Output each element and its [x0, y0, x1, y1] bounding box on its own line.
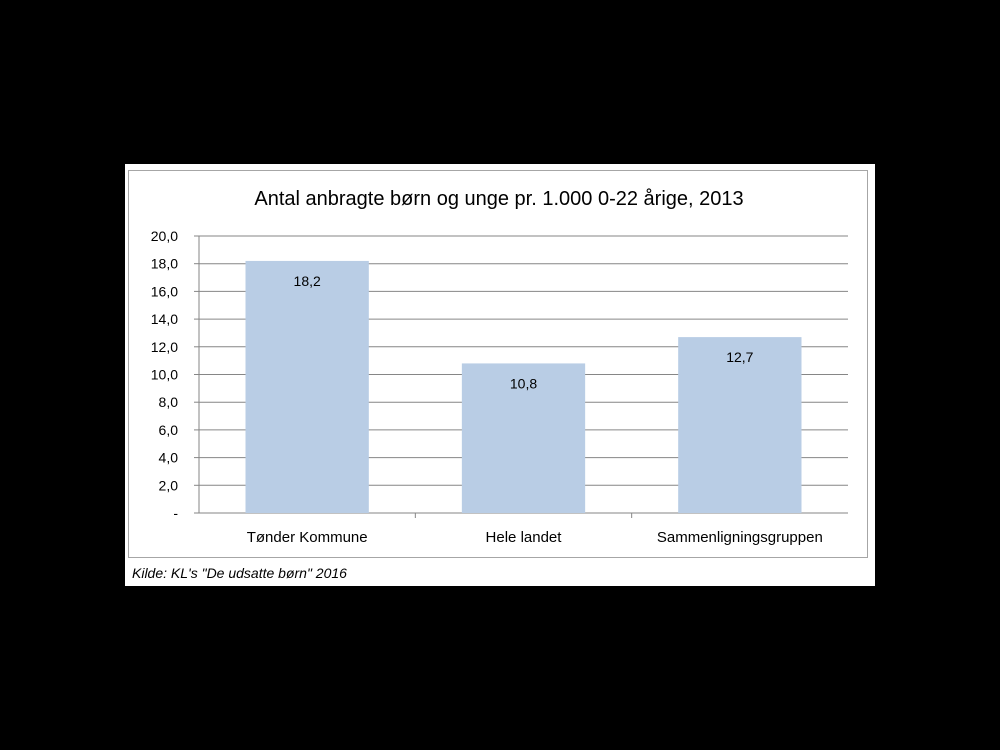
y-tick-label: 2,0 [159, 477, 179, 493]
y-tick-label: 16,0 [151, 283, 178, 299]
data-label: 10,8 [510, 375, 537, 391]
y-tick-label: 18,0 [151, 256, 178, 272]
y-tick-label: 8,0 [159, 394, 179, 410]
y-tick-label: - [173, 505, 178, 521]
bar [461, 363, 586, 513]
y-tick-label: 6,0 [159, 422, 179, 438]
chart-title: Antal anbragte børn og unge pr. 1.000 0-… [254, 188, 744, 210]
bar-chart: - 2,0 4,0 6,0 8,0 10,0 12,0 14,0 16,0 18,0 20,0 18,… [151, 228, 848, 546]
x-tick-label: Hele landet [486, 529, 563, 546]
y-tick-label: 14,0 [151, 311, 178, 327]
y-tick-label: 4,0 [159, 450, 179, 466]
data-label: 12,7 [726, 349, 753, 365]
y-tick-label: 12,0 [151, 339, 178, 355]
x-tick-label: Tønder Kommune [247, 529, 368, 546]
y-tick-label: 10,0 [151, 367, 178, 383]
data-label: 18,2 [294, 273, 321, 289]
x-tick-label: Sammenligningsgruppen [657, 529, 823, 546]
source-note: Kilde: KL's "De udsatte børn" 2016 [132, 565, 347, 581]
bar [245, 260, 369, 513]
bar [678, 337, 802, 513]
chart-panel: Antal anbragte børn og unge pr. 1.000 0-… [125, 164, 875, 586]
y-tick-label: 20,0 [151, 228, 178, 244]
